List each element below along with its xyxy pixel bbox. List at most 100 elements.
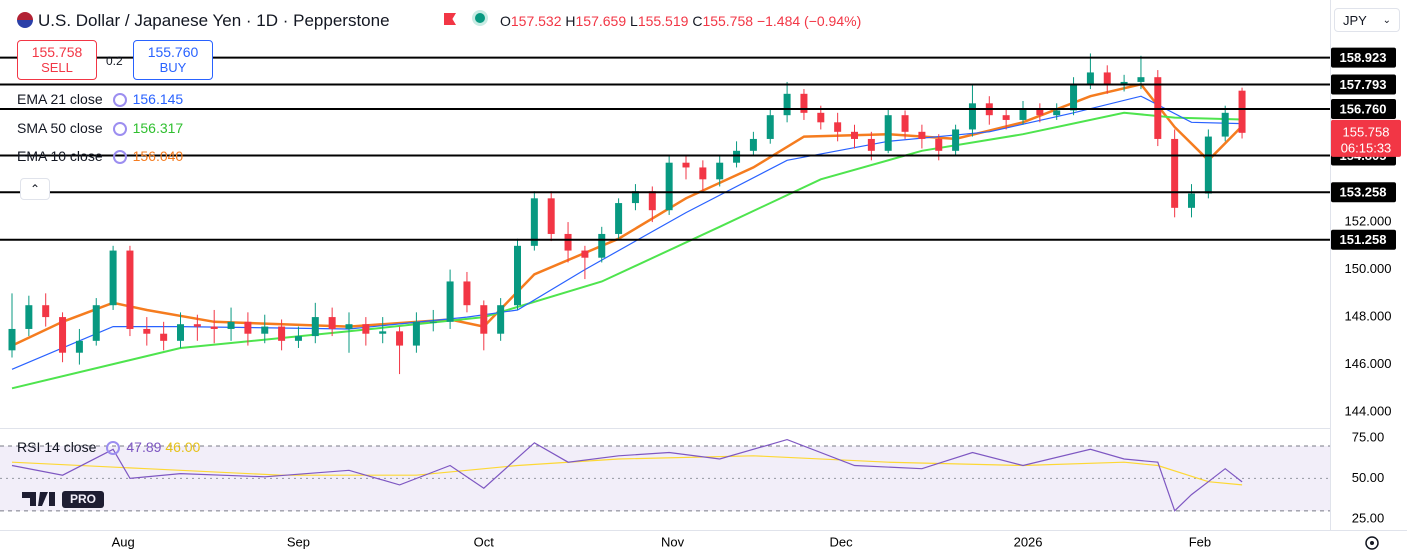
candle-body bbox=[1204, 136, 1212, 194]
spread: 0.2 bbox=[106, 54, 123, 68]
candle-body bbox=[918, 131, 926, 139]
candle-body bbox=[244, 321, 252, 334]
candle-body bbox=[1053, 110, 1061, 116]
level-label-bg bbox=[1331, 182, 1396, 203]
candle-body bbox=[396, 331, 404, 346]
collapse-button[interactable]: ⌃ bbox=[20, 178, 50, 200]
candle-body bbox=[884, 115, 892, 151]
candle-body bbox=[446, 281, 454, 322]
candle-body bbox=[665, 162, 673, 211]
candle-body bbox=[278, 326, 286, 341]
rsi-band bbox=[0, 446, 1330, 511]
legend-value: 156.040 bbox=[132, 148, 184, 164]
candle-body bbox=[42, 305, 50, 318]
candle-body bbox=[412, 321, 420, 346]
candle-body bbox=[749, 138, 757, 151]
candle-body bbox=[800, 93, 808, 113]
ohlc-value: 155.519 bbox=[637, 13, 689, 29]
legend-value: 46.00 bbox=[165, 439, 201, 455]
legend-value: 47.89 bbox=[126, 439, 162, 455]
countdown: 06:15:33 bbox=[1341, 140, 1392, 155]
candle-body bbox=[564, 233, 572, 251]
level-label-bg bbox=[1331, 74, 1396, 95]
legend-value: 156.145 bbox=[132, 91, 184, 107]
ohlc-key: C bbox=[692, 13, 703, 29]
candle-body bbox=[1137, 77, 1145, 82]
x-tick-label: Oct bbox=[474, 534, 495, 549]
y-tick-label: 144.000 bbox=[1345, 404, 1392, 419]
candle-body bbox=[716, 162, 724, 180]
candle-body bbox=[160, 333, 168, 341]
level-label-bg bbox=[1331, 99, 1396, 120]
candle-body bbox=[497, 305, 505, 334]
candle-body bbox=[8, 328, 16, 351]
level-label: 151.258 bbox=[1340, 232, 1387, 247]
candle-body bbox=[92, 305, 100, 341]
ohlc-key: L bbox=[630, 13, 638, 29]
candle-body bbox=[345, 324, 353, 329]
candle-body bbox=[817, 112, 825, 123]
candle-body bbox=[968, 103, 976, 130]
ohlc-value: 155.758 bbox=[702, 13, 754, 29]
ohlc-value: 157.659 bbox=[575, 13, 627, 29]
y-tick-label: 25.00 bbox=[1352, 510, 1385, 525]
y-tick-label: 152.000 bbox=[1345, 214, 1392, 229]
settings-icon[interactable] bbox=[1365, 536, 1379, 550]
indicator-line bbox=[11, 82, 1243, 347]
level-label-bg bbox=[1331, 229, 1396, 250]
currency-selector[interactable]: JPY ⌄ bbox=[1334, 8, 1400, 32]
y-tick-label: 148.000 bbox=[1345, 309, 1392, 324]
candle-body bbox=[547, 198, 555, 234]
candle-body bbox=[733, 150, 741, 163]
candle-body bbox=[1019, 108, 1027, 120]
legend-item[interactable]: EMA 21 close 156.145 bbox=[17, 91, 183, 107]
y-tick-label: 146.000 bbox=[1345, 356, 1392, 371]
candle-body bbox=[463, 281, 471, 306]
rsi-legend[interactable]: RSI 14 close 47.89 46.00 bbox=[17, 439, 200, 455]
candle-body bbox=[75, 340, 83, 353]
candle-body bbox=[429, 321, 437, 323]
candle-body bbox=[766, 115, 774, 139]
currency: JPY bbox=[1343, 13, 1367, 28]
sell-price: 155.758 bbox=[31, 44, 83, 60]
last-price: 155.758 bbox=[1343, 124, 1390, 139]
candle-body bbox=[480, 305, 488, 334]
legend-item[interactable]: EMA 10 close 156.040 bbox=[17, 148, 183, 164]
legend-name: RSI 14 close bbox=[17, 439, 97, 455]
buy-label: BUY bbox=[159, 60, 187, 75]
level-label: 153.258 bbox=[1340, 185, 1387, 200]
candle-body bbox=[834, 122, 842, 132]
candle-body bbox=[581, 250, 589, 258]
ohlc: O157.532 H157.659 L155.519 C155.758 −1.4… bbox=[500, 13, 861, 29]
candle-body bbox=[210, 326, 218, 329]
candle-body bbox=[935, 138, 943, 151]
candle-body bbox=[25, 305, 33, 329]
buy-button[interactable]: 155.760 BUY bbox=[133, 40, 213, 80]
change: −1.484 (−0.94%) bbox=[756, 13, 862, 29]
candle-body bbox=[648, 191, 656, 211]
candle-body bbox=[109, 250, 117, 306]
level-label: 157.793 bbox=[1340, 77, 1387, 92]
legend-name: SMA 50 close bbox=[17, 120, 103, 136]
candle-body bbox=[1238, 90, 1246, 133]
candle-body bbox=[901, 115, 909, 132]
indicator-line bbox=[11, 95, 1243, 370]
symbol-title[interactable]: U.S. Dollar / Japanese Yen · 1D · Pepper… bbox=[38, 11, 390, 30]
candle-body bbox=[1086, 72, 1094, 85]
sell-button[interactable]: 155.758 SELL bbox=[17, 40, 97, 80]
candle-body bbox=[530, 198, 538, 246]
candle-body bbox=[177, 324, 184, 341]
flag-marker[interactable] bbox=[444, 13, 456, 25]
buy-price: 155.760 bbox=[147, 44, 199, 60]
x-tick-label: Sep bbox=[287, 534, 310, 549]
candle-body bbox=[1103, 72, 1111, 85]
level-label: 156.760 bbox=[1340, 101, 1387, 116]
level-label: 158.923 bbox=[1340, 50, 1387, 65]
candle-body bbox=[598, 233, 606, 258]
candle-body bbox=[682, 162, 690, 168]
candle-body bbox=[362, 324, 370, 334]
legend-item[interactable]: SMA 50 close 156.317 bbox=[17, 120, 183, 136]
candle-body bbox=[1221, 112, 1229, 137]
candle-body bbox=[1171, 138, 1179, 208]
